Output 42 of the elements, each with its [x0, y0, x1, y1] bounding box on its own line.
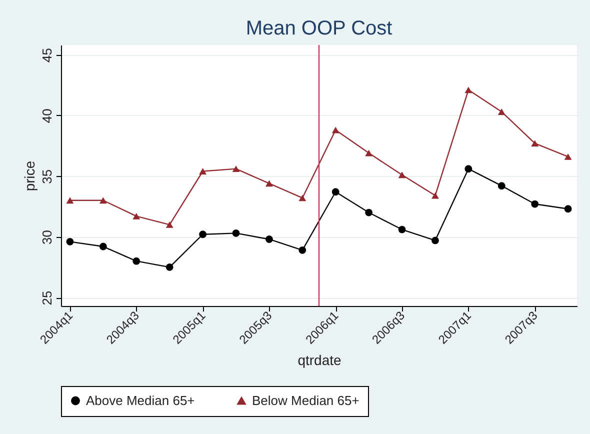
point — [365, 208, 373, 216]
point — [432, 236, 439, 244]
point — [232, 229, 240, 237]
point — [332, 126, 340, 134]
point — [365, 150, 373, 156]
y-tick-label: 35 — [40, 169, 54, 184]
point — [166, 263, 174, 271]
point — [464, 165, 472, 173]
point — [66, 197, 74, 204]
x-axis-title: qtrdate — [298, 352, 342, 368]
point — [464, 86, 472, 94]
y-tick-label: 30 — [40, 230, 54, 245]
point — [265, 236, 273, 243]
point — [531, 200, 539, 208]
point — [66, 238, 74, 246]
point — [199, 230, 206, 238]
point — [199, 168, 206, 174]
point — [398, 226, 406, 234]
point — [99, 242, 107, 250]
point — [332, 188, 340, 196]
point — [166, 221, 174, 228]
point — [298, 194, 306, 202]
point — [564, 153, 572, 160]
y-tick-label: 45 — [40, 48, 54, 62]
y-tick-label: 40 — [40, 108, 54, 124]
legend-label: Above Median 65+ — [86, 392, 195, 408]
point — [132, 257, 140, 265]
point — [531, 140, 539, 147]
point — [265, 180, 273, 187]
point — [298, 246, 306, 254]
y-axis-title: price — [22, 160, 38, 192]
point — [432, 192, 439, 199]
legend-label: Below Median 65+ — [252, 392, 360, 408]
point — [99, 197, 107, 204]
chart-title: Mean OOP Cost — [246, 17, 393, 40]
point — [398, 172, 406, 178]
point — [564, 205, 572, 213]
point — [498, 108, 506, 115]
point — [132, 212, 140, 220]
y-tick-label: 25 — [40, 290, 54, 306]
point — [232, 166, 240, 172]
point — [498, 182, 506, 190]
